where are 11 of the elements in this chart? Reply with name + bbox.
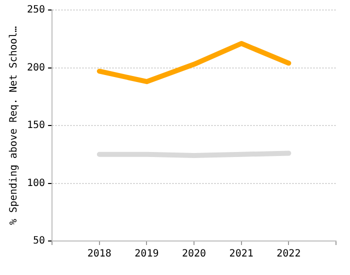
x-tick-label: 2018 (87, 248, 112, 260)
x-tick-label: 2022 (276, 248, 301, 260)
y-axis-title: % Spending above Req. Net School… (8, 26, 20, 225)
y-tick-label: 200 (27, 62, 46, 74)
y-tick-label: 100 (27, 178, 46, 189)
y-tick-label: 150 (27, 120, 46, 132)
x-tick-label: 2021 (229, 248, 254, 260)
x-tick-label: 2019 (134, 248, 159, 260)
y-tick-label: 250 (27, 4, 46, 16)
y-tick-label: 50 (33, 236, 46, 247)
x-tick-label: 2020 (182, 248, 206, 260)
